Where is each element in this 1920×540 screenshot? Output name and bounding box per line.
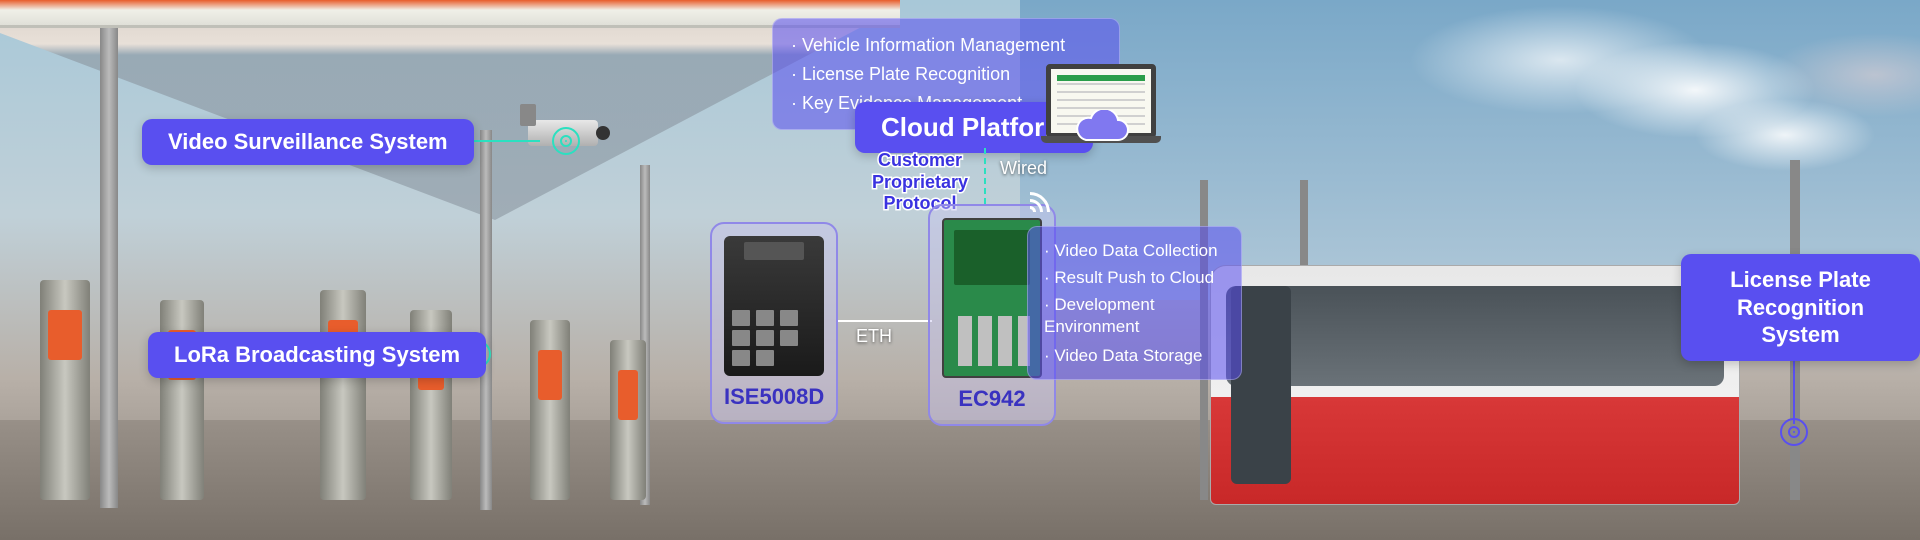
label-line: License Plate Recognition System [1730, 267, 1871, 347]
device-switch-card: ISE5008D [710, 222, 838, 424]
device-switch-name: ISE5008D [724, 384, 824, 410]
conn-label-eth: ETH [856, 326, 892, 347]
feature-item: Video Data Collection [1044, 237, 1225, 264]
bg-canopy-edge [0, 0, 900, 28]
device-edge-name: EC942 [958, 386, 1025, 412]
bg-pump [40, 280, 90, 500]
bg-pump [320, 290, 366, 500]
bg-bus [1210, 265, 1740, 505]
feature-item: Result Push to Cloud [1044, 264, 1225, 291]
bg-pump [530, 320, 570, 500]
label-license-plate: License Plate Recognition System [1681, 254, 1920, 361]
bg-pump [610, 340, 646, 500]
target-dot-icon [1780, 418, 1808, 446]
device-switch-icon [724, 236, 824, 376]
cloud-icon [1072, 110, 1132, 148]
label-lora-broadcasting: LoRa Broadcasting System [148, 332, 486, 378]
feature-item: Video Data Storage [1044, 342, 1225, 369]
bg-pump [160, 300, 204, 500]
label-video-surveillance: Video Surveillance System [142, 119, 474, 165]
bg-pillar [480, 130, 492, 510]
connector-dashed [984, 148, 986, 204]
feature-item: Vehicle Information Management [791, 31, 1101, 60]
target-dot-icon [552, 127, 580, 155]
bg-pillar [100, 28, 118, 508]
connector-line [838, 320, 932, 322]
feature-item: Development Environment [1044, 294, 1225, 338]
bg-canopy [0, 0, 900, 220]
conn-label-wired: Wired [1000, 158, 1047, 179]
ec-features-panel: Video Data Collection Result Push to Clo… [1027, 226, 1242, 380]
